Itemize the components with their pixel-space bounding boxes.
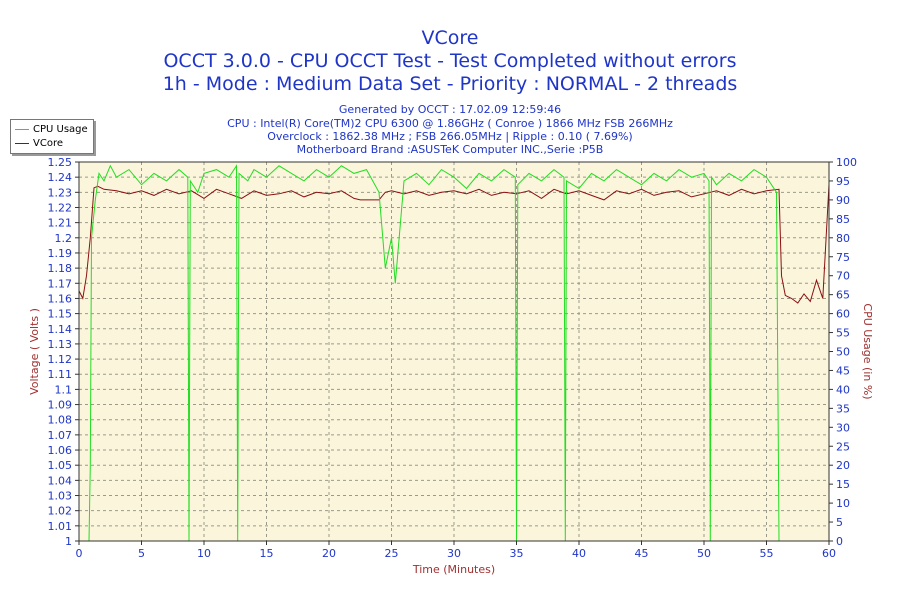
y-left-tick-label: 1.23 [48,186,73,199]
y-left-tick-label: 1.05 [48,459,73,472]
y-left-tick-label: 1.07 [48,429,73,442]
series-line-vcore [78,184,830,304]
y-left-tick-label: 1.14 [48,323,73,336]
y-left-tick-label: 1.08 [48,414,73,427]
x-tick-label: 60 [822,547,836,560]
generated-info: Generated by OCCT : 17.02.09 12:59:46 [338,103,562,116]
legend-label-vcore: VCore [33,138,63,149]
y-left-tick-label: 1.06 [48,444,73,457]
y-right-tick-label: 90 [836,194,850,207]
legend-swatch-vcore [15,142,29,144]
legend-swatch-cpu-usage [15,128,29,130]
y-left-tick-label: 1 [65,535,72,548]
y-right-tick-label: 45 [836,364,850,377]
x-tick-label: 50 [697,547,711,560]
y-left-tick-label: 1.1 [55,383,73,396]
plot-frame [78,161,830,542]
x-tick-label: 30 [447,547,461,560]
y-left-tick-label: 1.11 [48,368,73,381]
y-right-tick-label: 75 [836,251,850,264]
y-left-tick-label: 1.24 [48,171,73,184]
x-tick-label: 15 [260,547,274,560]
chart-subtitle-test: OCCT 3.0.0 - CPU OCCT Test - Test Comple… [163,50,737,72]
y-left-tick-label: 1.22 [48,201,73,214]
cpu-info: CPU : Intel(R) Core(TM)2 CPU 6300 @ 1.86… [227,117,673,130]
y-left-tick-label: 1.02 [48,505,73,518]
y-right-tick-label: 100 [836,156,857,169]
x-tick-label: 25 [385,547,399,560]
y-left-tick-label: 1.04 [48,474,73,487]
x-tick-label: 35 [510,547,524,560]
y-right-tick-label: 0 [836,535,843,548]
y-right-tick-label: 20 [836,459,850,472]
y-left-tick-label: 1.18 [48,262,73,275]
x-tick-label: 0 [76,547,83,560]
y-left-tick-label: 1.12 [48,353,73,366]
x-tick-label: 45 [635,547,649,560]
y-left-tick-label: 1.15 [48,308,73,321]
x-axis-title: Time (Minutes) [412,563,495,576]
y-left-tick-label: 1.2 [55,232,73,245]
y-left-tick-label: 1.13 [48,338,73,351]
y-right-tick-label: 50 [836,346,850,359]
x-tick-label: 20 [322,547,336,560]
y-right-tick-label: 5 [836,516,843,529]
y-left-tick-label: 1.03 [48,490,73,503]
y-left-tick-label: 1.16 [48,292,73,305]
legend-item-cpu-usage: CPU Usage [15,123,88,136]
y-right-tick-label: 15 [836,478,850,491]
y-left-tick-label: 1.17 [48,277,73,290]
y-right-axis-title: CPU Usage (in %) [861,303,874,399]
y-right-tick-label: 80 [836,232,850,245]
y-left-tick-label: 1.25 [48,156,73,169]
x-tick-label: 40 [572,547,586,560]
y-left-tick-label: 1.01 [48,520,73,533]
chart-subtitle-mode: 1h - Mode : Medium Data Set - Priority :… [162,73,738,95]
y-right-tick-label: 10 [836,497,850,510]
series-line-cpu-usage [88,164,782,542]
y-left-tick-label: 1.21 [48,217,73,230]
y-left-tick-label: 1.19 [48,247,73,260]
y-right-tick-label: 65 [836,289,850,302]
y-right-tick-label: 70 [836,270,850,283]
y-right-tick-label: 95 [836,175,850,188]
chart-title: VCore [421,27,479,49]
legend-label-cpu-usage: CPU Usage [33,124,88,135]
x-tick-label: 5 [138,547,145,560]
x-tick-label: 10 [197,547,211,560]
y-right-tick-label: 30 [836,421,850,434]
y-right-tick-label: 35 [836,402,850,415]
y-right-tick-label: 40 [836,383,850,396]
y-right-tick-label: 25 [836,440,850,453]
chart-legend: CPU Usage VCore [10,119,94,154]
x-tick-label: 55 [760,547,774,560]
y-right-tick-label: 85 [836,213,850,226]
plot-area [79,162,829,541]
legend-item-vcore: VCore [15,137,63,150]
y-left-axis-title: Voltage ( Volts ) [28,308,41,395]
y-right-tick-label: 55 [836,327,850,340]
motherboard-info: Motherboard Brand :ASUSTeK Computer INC.… [296,143,604,156]
overclock-info: Overclock : 1862.38 MHz ; FSB 266.05MHz … [267,130,633,143]
y-left-tick-label: 1.09 [48,399,73,412]
y-right-tick-label: 60 [836,308,850,321]
